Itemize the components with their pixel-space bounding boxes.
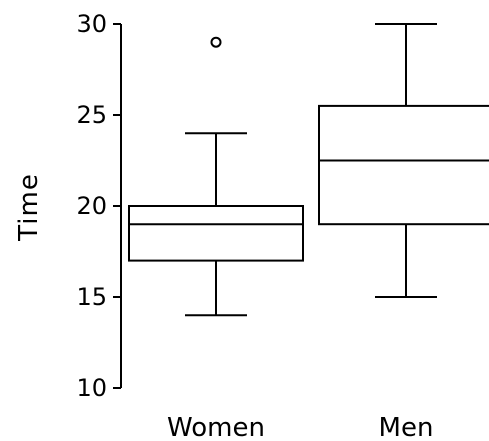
iqr-box-women xyxy=(128,205,304,262)
y-axis-title: Time xyxy=(14,173,44,242)
x-category-label-men: Men xyxy=(379,413,434,441)
y-tick-label-30: 30 xyxy=(76,10,107,38)
x-category-label-women: Women xyxy=(167,413,265,441)
y-tick-label-20: 20 xyxy=(76,192,107,220)
y-tick-label-15: 15 xyxy=(76,283,107,311)
y-tick-label-10: 10 xyxy=(76,374,107,402)
outlier-point-women-0 xyxy=(210,36,222,48)
x-axis-labels: Women Men xyxy=(167,413,433,441)
y-tick-label-25: 25 xyxy=(76,101,107,129)
boxes xyxy=(128,23,489,317)
box-men xyxy=(318,23,489,298)
y-axis: 10 15 20 25 30 xyxy=(76,10,122,402)
box-women xyxy=(128,36,304,317)
iqr-box-men xyxy=(318,104,489,226)
